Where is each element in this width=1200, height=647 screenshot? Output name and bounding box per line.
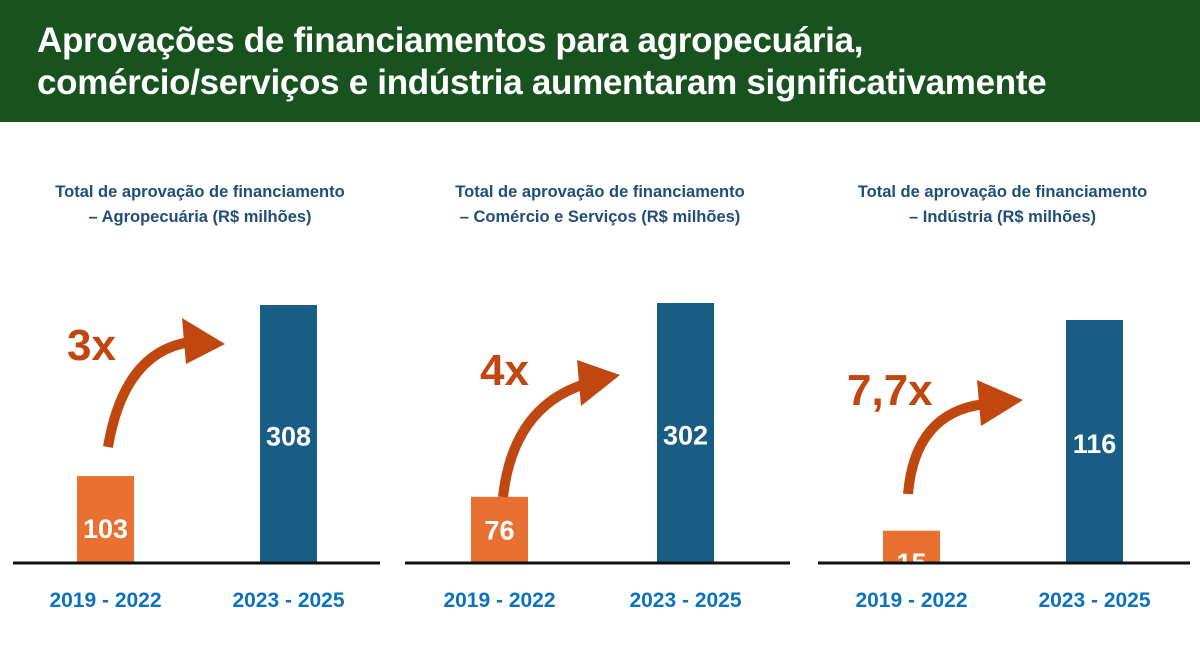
bar-2023-2025 xyxy=(657,303,714,562)
growth-multiplier: 3x xyxy=(67,321,116,370)
bar-value-label: 103 xyxy=(83,514,128,544)
x-tick-label: 2023 - 2025 xyxy=(629,589,741,612)
page-title: Aprovações de financiamentos para agrope… xyxy=(37,20,1047,104)
bar-2019-2022 xyxy=(883,530,940,562)
bar-value-label: 302 xyxy=(663,421,708,451)
chart-svg: 103 2019 - 2022 308 2023 - 2025 3x xyxy=(13,305,380,612)
chart-comercio-servicos: Total de aprovação de financiamento – Com… xyxy=(395,122,805,647)
growth-multiplier: 4x xyxy=(480,346,529,395)
title-line-2: comércio/serviços e indústria aumentaram… xyxy=(37,63,1047,102)
growth-arrow-icon xyxy=(498,379,587,498)
x-tick-label: 2019 - 2022 xyxy=(855,589,967,612)
bar-value-label: 116 xyxy=(1073,429,1117,459)
chart-agropecuaria: Total de aprovação de financiamento – Agr… xyxy=(0,122,400,647)
x-tick-label: 2019 - 2022 xyxy=(443,589,555,612)
chart-title: Total de aprovação de financiamento – Com… xyxy=(455,183,745,226)
bar-2019-2022 xyxy=(77,476,134,562)
chart-svg: 76 2019 - 2022 302 2023 - 2025 4x xyxy=(405,303,790,612)
arrowhead-icon xyxy=(577,360,620,406)
arrowhead-icon xyxy=(977,380,1023,426)
x-tick-label: 2019 - 2022 xyxy=(49,589,161,612)
chart-title: Total de aprovação de financiamento – Agr… xyxy=(55,183,345,226)
x-tick-label: 2023 - 2025 xyxy=(1038,589,1150,612)
bar-value-label: 308 xyxy=(266,422,311,452)
bar-2023-2025 xyxy=(1066,320,1123,562)
x-tick-label: 2023 - 2025 xyxy=(232,589,344,612)
bar-2019-2022 xyxy=(471,496,528,562)
growth-multiplier: 7,7x xyxy=(847,366,933,415)
growth-arrow-icon xyxy=(903,399,986,495)
chart-title: Total de aprovação de financiamento – Ind… xyxy=(857,183,1148,226)
growth-arrow-icon xyxy=(103,337,191,448)
bar-2023-2025 xyxy=(260,305,317,562)
bar-value-label: 76 xyxy=(484,515,514,545)
chart-industria: Total de aprovação de financiamento – Ind… xyxy=(805,122,1200,647)
title-line-1: Aprovações de financiamentos para agrope… xyxy=(37,21,864,60)
arrowhead-icon xyxy=(182,318,225,364)
header-banner: Aprovações de financiamentos para agrope… xyxy=(0,0,1200,122)
